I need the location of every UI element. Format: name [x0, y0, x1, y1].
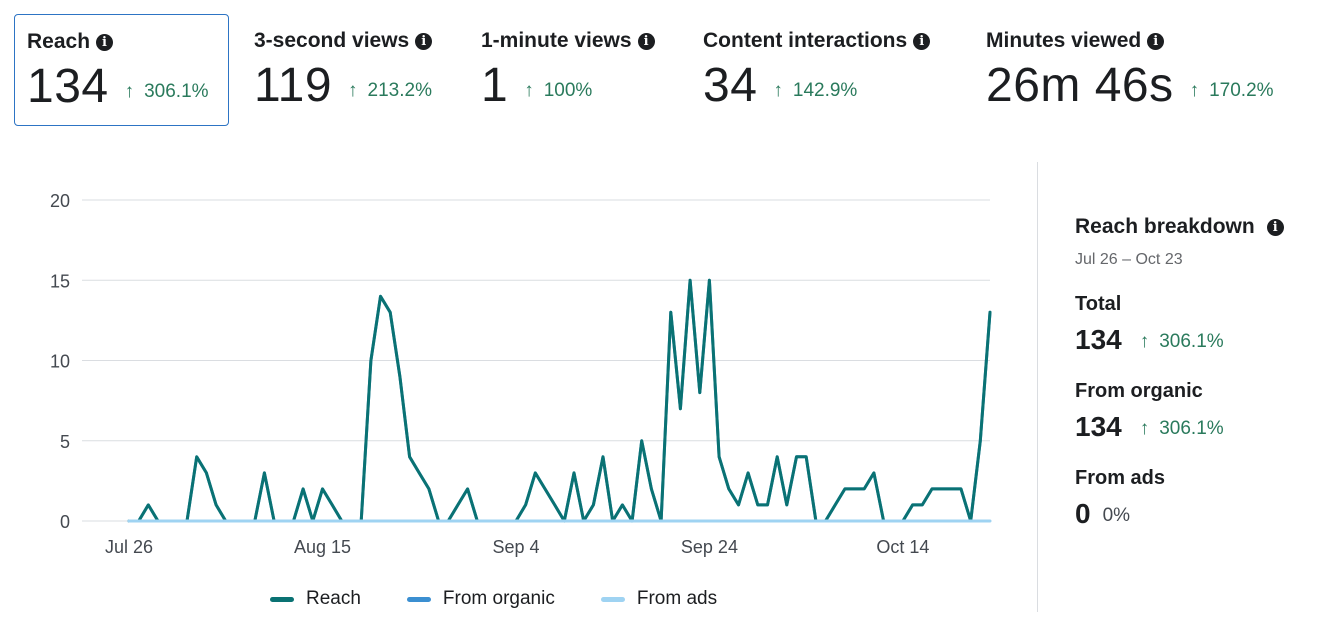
arrow-up-icon: ↑: [524, 79, 534, 101]
metric-row: 119 ↑ 213.2%: [254, 58, 457, 113]
arrow-up-icon: ↑: [1139, 331, 1150, 352]
legend-swatch-reach: [270, 596, 294, 602]
info-icon[interactable]: i: [415, 32, 433, 50]
chart-legend: Reach From organic From ads: [270, 588, 763, 610]
metric-label-wrap: 1-minute views i: [481, 28, 679, 54]
metric-value: 34: [703, 59, 758, 112]
metric-row: 1 ↑ 100%: [481, 58, 679, 113]
arrow-up-icon: ↑: [1189, 79, 1200, 101]
delta-text: 306.1%: [1159, 418, 1224, 439]
panel-divider: [1037, 162, 1038, 612]
legend-item-from-organic[interactable]: From organic: [406, 588, 555, 610]
info-icon[interactable]: i: [1147, 32, 1165, 50]
metric-value: 134: [27, 60, 109, 113]
series-line-from-organic: [127, 278, 992, 523]
legend-swatch-organic: [406, 596, 431, 602]
metric-label: 1-minute views: [481, 29, 632, 52]
metric-card-minutes-viewed[interactable]: Minutes viewed i 26m 46s ↑ 170.2%: [974, 14, 1319, 126]
delta-text: 142.9%: [792, 79, 858, 101]
delta-text: 100%: [543, 79, 593, 101]
ads-delta: 0%: [1102, 505, 1131, 526]
y-tick-label: 15: [50, 271, 70, 291]
metric-row: 34 ↑ 142.9%: [703, 58, 961, 113]
legend-label: Reach: [306, 588, 361, 609]
delta-text: 306.1%: [144, 80, 209, 102]
metric-card-1-minute-views[interactable]: 1-minute views i 1 ↑ 100%: [469, 14, 679, 126]
metric-value: 26m 46s: [986, 59, 1174, 112]
info-icon[interactable]: i: [637, 32, 655, 50]
ads-label: From ads: [1075, 467, 1166, 489]
breakdown-title-wrap: Reach breakdown i: [1075, 215, 1325, 239]
metric-row: 134 ↑ 306.1%: [27, 59, 228, 114]
delta-text: 213.2%: [367, 79, 432, 101]
metric-value: 119: [254, 59, 333, 112]
metric-label: Reach: [27, 30, 91, 53]
reach-line-chart[interactable]: 0 5 10 15 20 Jul 26 Aug 15 Sep 4 Sep 24 Oct 14: [0, 160, 1030, 580]
breakdown-title: Reach breakdown: [1075, 215, 1255, 238]
metric-card-3-second-views[interactable]: 3-second views i 119 ↑ 213.2%: [242, 14, 457, 126]
arrow-up-icon: ↑: [124, 80, 135, 102]
metric-row: 26m 46s ↑ 170.2%: [986, 58, 1319, 113]
legend-label: From organic: [442, 588, 555, 609]
metric-delta: ↑ 100%: [524, 80, 592, 102]
legend-item-from-ads[interactable]: From ads: [600, 588, 718, 610]
reach-breakdown-panel: Reach breakdown i Jul 26 – Oct 23 Total …: [1075, 215, 1325, 530]
delta-text: 170.2%: [1209, 79, 1274, 101]
ads-row: 0 0%: [1075, 498, 1325, 530]
metric-value: 1: [481, 59, 509, 112]
organic-delta: ↑ 306.1%: [1140, 418, 1224, 440]
ads-value: 0: [1075, 498, 1091, 529]
metric-card-content-interactions[interactable]: Content interactions i 34 ↑ 142.9%: [691, 14, 961, 126]
organic-label: From organic: [1075, 380, 1203, 402]
metric-label: Content interactions: [703, 29, 908, 52]
x-tick-label: Sep 4: [492, 537, 539, 557]
metric-delta: ↑ 306.1%: [125, 81, 209, 103]
total-label: Total: [1075, 293, 1122, 315]
x-tick-label: Jul 26: [105, 537, 153, 557]
organic-row: 134 ↑ 306.1%: [1075, 411, 1325, 443]
info-icon[interactable]: i: [1266, 218, 1284, 236]
x-tick-label: Aug 15: [294, 537, 351, 557]
info-icon[interactable]: i: [913, 32, 931, 50]
legend-item-reach[interactable]: Reach: [270, 588, 361, 610]
total-delta: ↑ 306.1%: [1140, 331, 1224, 353]
metric-delta: ↑ 142.9%: [773, 80, 857, 102]
metric-label-wrap: Minutes viewed i: [986, 28, 1319, 54]
y-tick-label: 20: [50, 191, 70, 211]
arrow-up-icon: ↑: [773, 79, 783, 101]
metric-label-wrap: Content interactions i: [703, 28, 961, 54]
date-range: Jul 26 – Oct 23: [1075, 251, 1183, 268]
metric-label: 3-second views: [254, 29, 410, 52]
legend-swatch-ads: [600, 596, 625, 602]
metric-card-reach[interactable]: Reach i 134 ↑ 306.1%: [14, 14, 229, 126]
info-icon[interactable]: i: [96, 33, 114, 51]
metric-delta: ↑ 213.2%: [348, 80, 432, 102]
x-tick-label: Sep 24: [681, 537, 738, 557]
y-tick-label: 5: [60, 432, 70, 452]
total-row: 134 ↑ 306.1%: [1075, 324, 1325, 356]
y-tick-label: 10: [50, 352, 70, 372]
metric-label-wrap: 3-second views i: [254, 28, 457, 54]
metric-label: Minutes viewed: [986, 29, 1142, 52]
y-tick-label: 0: [60, 512, 70, 532]
organic-value: 134: [1075, 411, 1122, 442]
series-line-reach: [127, 278, 992, 523]
total-value: 134: [1075, 324, 1122, 355]
arrow-up-icon: ↑: [348, 79, 358, 101]
metric-label-wrap: Reach i: [27, 29, 228, 55]
delta-text: 306.1%: [1159, 331, 1224, 352]
legend-label: From ads: [636, 588, 718, 609]
metric-delta: ↑ 170.2%: [1190, 80, 1274, 102]
arrow-up-icon: ↑: [1139, 418, 1150, 439]
x-tick-label: Oct 14: [876, 537, 929, 557]
